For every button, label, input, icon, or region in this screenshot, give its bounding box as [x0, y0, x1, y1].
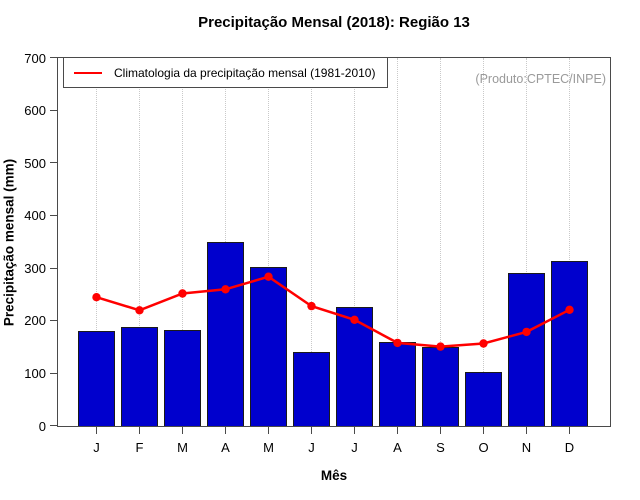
- y-tick-500: [50, 162, 57, 164]
- gridline-1: [96, 58, 97, 426]
- gridline-6: [311, 58, 312, 426]
- gridline-8: [397, 58, 398, 426]
- gridline-10: [483, 58, 484, 426]
- x-tick-4: [224, 427, 226, 434]
- y-tick-label-700: 700: [24, 50, 46, 66]
- precip-bar-A8: [379, 341, 416, 426]
- precip-bar-M5: [250, 266, 287, 426]
- gridline-3: [182, 58, 183, 426]
- legend-box: Climatologia da precipitação mensal (198…: [63, 57, 389, 88]
- x-tick-8: [396, 427, 398, 434]
- y-tick-label-200: 200: [24, 313, 46, 329]
- y-tick-0: [50, 425, 57, 427]
- x-tick-label-M3: M: [177, 440, 188, 455]
- x-tick-10: [482, 427, 484, 434]
- y-tick-700: [50, 57, 57, 59]
- y-tick-label-100: 100: [24, 365, 46, 381]
- x-tick-label-N11: N: [521, 440, 532, 455]
- y-tick-400: [50, 214, 57, 216]
- y-tick-label-500: 500: [24, 155, 46, 171]
- x-tick-label-A4: A: [221, 440, 230, 455]
- gridline-5: [268, 58, 269, 426]
- y-tick-label-600: 600: [24, 103, 46, 119]
- x-tick-12: [568, 427, 570, 434]
- chart-title: Precipitação Mensal (2018): Região 13: [198, 14, 470, 31]
- y-tick-600: [50, 109, 57, 111]
- x-tick-label-M5: M: [263, 440, 274, 455]
- x-tick-11: [525, 427, 527, 434]
- precip-bar-N11: [508, 273, 545, 426]
- product-credit: (Produto:CPTEC/INPE): [475, 72, 606, 86]
- x-tick-3: [181, 427, 183, 434]
- x-tick-6: [310, 427, 312, 434]
- x-tick-2: [138, 427, 140, 434]
- precip-bar-S9: [422, 347, 459, 426]
- x-tick-label-F2: F: [135, 440, 144, 455]
- x-tick-label-J1: J: [93, 440, 100, 455]
- precip-bar-J1: [78, 330, 115, 426]
- y-tick-300: [50, 267, 57, 269]
- precip-bar-O10: [465, 372, 502, 426]
- precip-bar-A4: [207, 242, 244, 426]
- gridline-12: [569, 58, 570, 426]
- gridline-9: [440, 58, 441, 426]
- y-tick-label-300: 300: [24, 260, 46, 276]
- y-axis-title: Precipitação mensal (mm): [1, 158, 17, 327]
- x-tick-label-D12: D: [564, 440, 575, 455]
- gridline-7: [354, 58, 355, 426]
- y-tick-100: [50, 372, 57, 374]
- x-tick-label-J7: J: [351, 440, 358, 455]
- y-tick-label-0: 0: [38, 418, 46, 434]
- precip-bar-M3: [164, 329, 201, 426]
- precip-bar-D12: [551, 260, 588, 426]
- plot-area: Climatologia da precipitação mensal (198…: [57, 57, 611, 427]
- x-tick-label-O10: O: [478, 440, 489, 455]
- x-tick-label-J6: J: [308, 440, 315, 455]
- legend-label: Climatologia da precipitação mensal (198…: [114, 65, 376, 80]
- y-tick-200: [50, 320, 57, 322]
- x-tick-1: [95, 427, 97, 434]
- legend-line-swatch-icon: [74, 71, 102, 74]
- precip-bar-J7: [336, 307, 373, 426]
- precip-bar-J6: [293, 351, 330, 426]
- y-tick-label-400: 400: [24, 208, 46, 224]
- x-tick-label-S9: S: [436, 440, 445, 455]
- gridline-2: [139, 58, 140, 426]
- gridline-11: [526, 58, 527, 426]
- x-tick-9: [439, 427, 441, 434]
- x-tick-5: [267, 427, 269, 434]
- x-tick-label-A8: A: [393, 440, 402, 455]
- x-axis-title: Mês: [320, 468, 348, 483]
- x-tick-7: [353, 427, 355, 434]
- precip-bar-F2: [121, 327, 158, 426]
